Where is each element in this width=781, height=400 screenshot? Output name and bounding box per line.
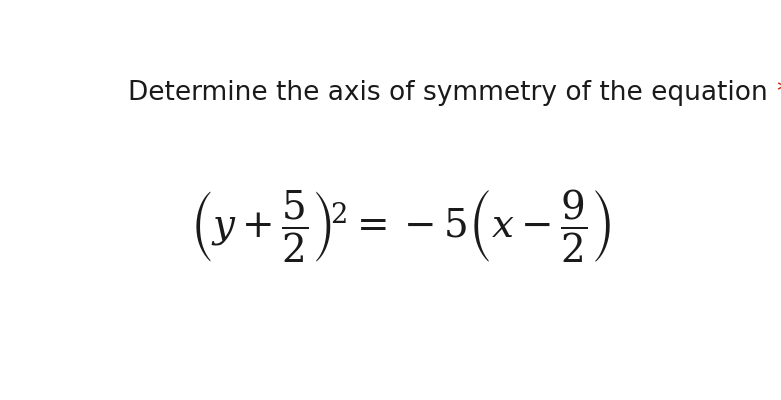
Text: $\left(y + \dfrac{5}{2}\right)^{\!2} = -5\left(x - \dfrac{9}{2}\right)$: $\left(y + \dfrac{5}{2}\right)^{\!2} = -… (190, 188, 611, 265)
Text: *: * (776, 80, 781, 106)
Text: Determine the axis of symmetry of the equation: Determine the axis of symmetry of the eq… (128, 80, 776, 106)
